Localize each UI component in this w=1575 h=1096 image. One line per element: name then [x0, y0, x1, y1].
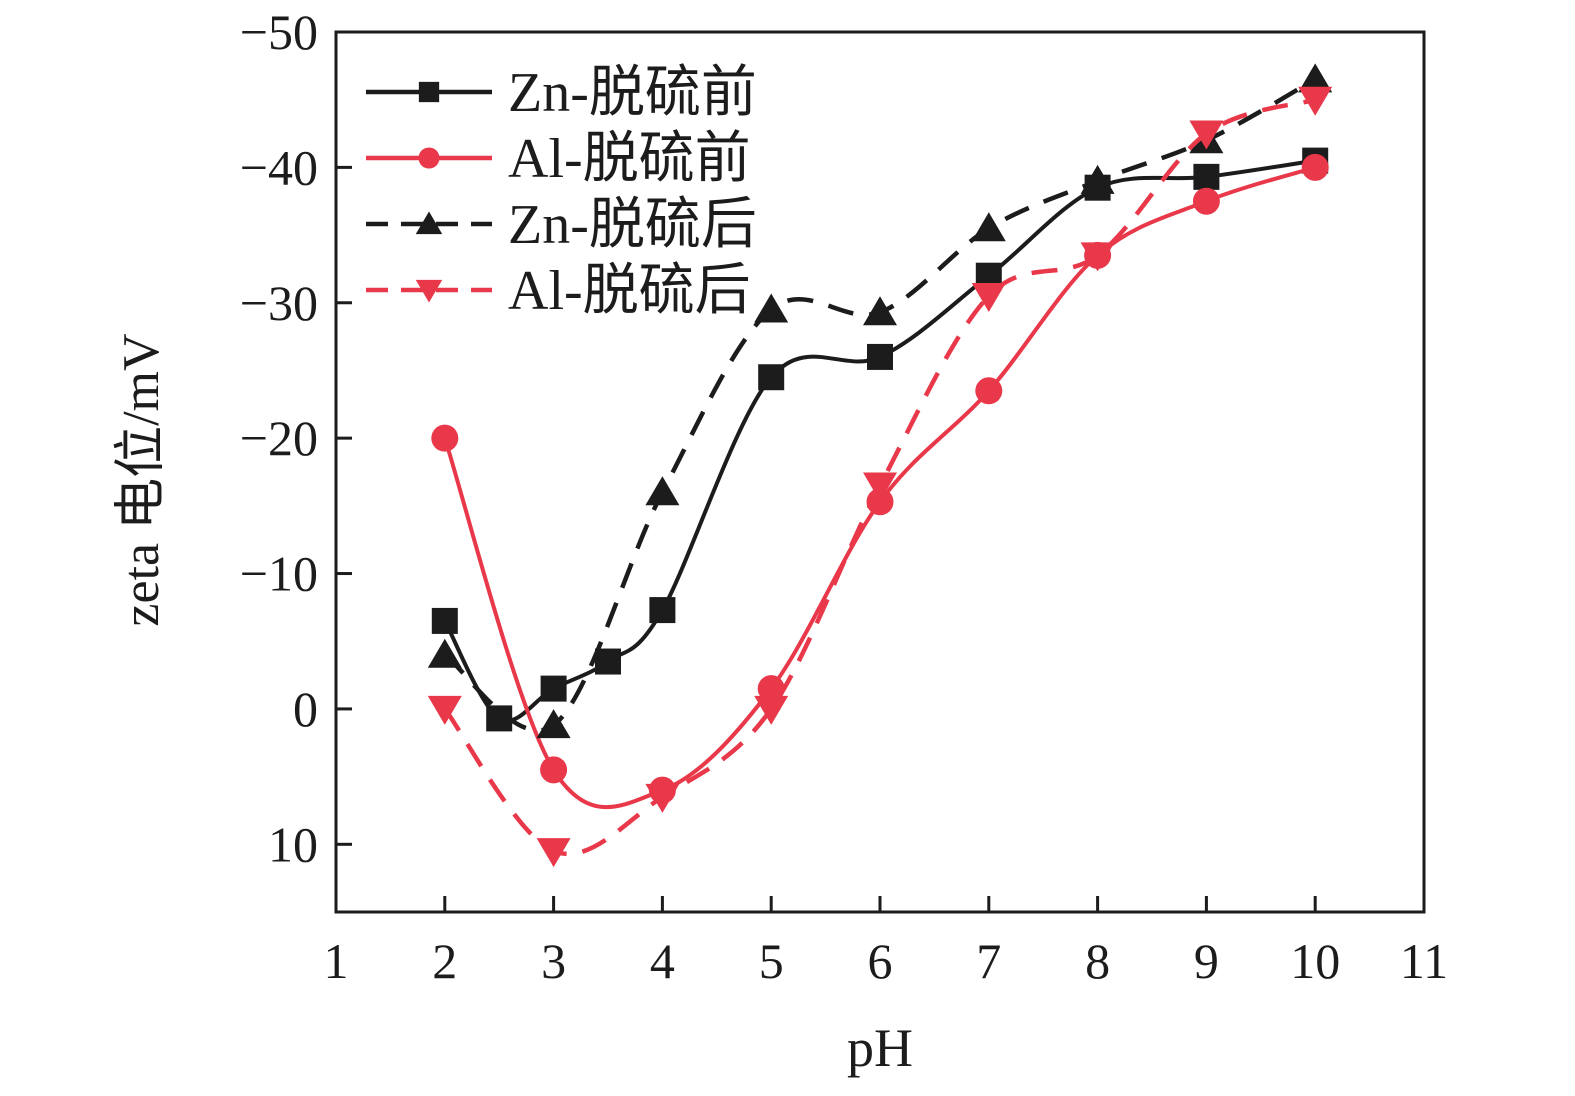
legend-marker-3 [415, 279, 443, 303]
x-tick-label: 7 [976, 933, 1001, 989]
legend-marker-0 [418, 81, 440, 103]
series-3-marker [1080, 242, 1115, 272]
series-0-marker [649, 597, 676, 624]
series-0-marker [431, 607, 458, 634]
y-axis-title: zeta 电位/mV [113, 333, 170, 626]
y-tick-label: −10 [240, 546, 318, 602]
x-tick-label: 6 [868, 933, 893, 989]
series-1-marker [1301, 153, 1329, 181]
x-tick-label: 10 [1290, 933, 1340, 989]
series-0-marker [595, 648, 621, 675]
y-tick-label: −40 [240, 139, 318, 195]
series-3-marker [1298, 86, 1333, 116]
series-2-marker [863, 296, 897, 326]
y-tick-label: 10 [268, 816, 318, 872]
series-2-marker [1080, 164, 1115, 194]
series-line-3 [443, 97, 1316, 857]
y-tick-label: −20 [240, 410, 318, 466]
series-2-marker [645, 476, 680, 506]
legend-label-1: Al-脱硫前 [508, 128, 751, 190]
x-tick-label: 1 [324, 933, 349, 989]
x-tick-label: 4 [650, 933, 675, 989]
x-tick-label: 3 [541, 933, 566, 989]
x-tick-label: 9 [1194, 933, 1219, 989]
legend-label-2: Zn-脱硫后 [508, 194, 757, 256]
legend-marker-2 [415, 211, 443, 235]
x-tick-label: 5 [759, 933, 784, 989]
series-line-2 [443, 77, 1317, 733]
legend-marker-1 [418, 147, 440, 169]
series-1-marker [975, 377, 1003, 405]
series-2-marker [971, 212, 1006, 242]
series-0-marker [1193, 163, 1220, 190]
series-1-marker [431, 424, 459, 452]
series-3-marker [863, 472, 897, 502]
series-0-marker [540, 675, 567, 702]
series-3-marker [1189, 120, 1224, 150]
series-0-marker [867, 343, 893, 370]
series-3-marker [754, 695, 789, 725]
y-tick-label: −50 [240, 4, 318, 60]
x-tick-label: 2 [432, 933, 457, 989]
x-tick-label: 11 [1400, 933, 1448, 989]
series-3-marker [645, 783, 680, 813]
series-3-marker [971, 283, 1006, 312]
series-1-marker [1192, 187, 1220, 215]
series-2-marker [1298, 63, 1333, 93]
x-tick-label: 8 [1085, 933, 1110, 989]
legend-label-3: Al-脱硫后 [508, 260, 751, 322]
series-2-marker [536, 709, 571, 739]
series-2-marker [427, 638, 462, 668]
series-3-marker [427, 695, 462, 725]
y-tick-label: 0 [293, 681, 318, 737]
legend-label-0: Zn-脱硫前 [508, 62, 757, 124]
series-3-marker [536, 838, 571, 868]
x-axis-title: pH [847, 1018, 913, 1078]
y-tick-label: −30 [240, 275, 318, 331]
series-2-marker [754, 293, 789, 323]
series-0-marker [758, 364, 785, 391]
plot-frame [334, 30, 1426, 914]
series-1-marker [540, 756, 568, 784]
